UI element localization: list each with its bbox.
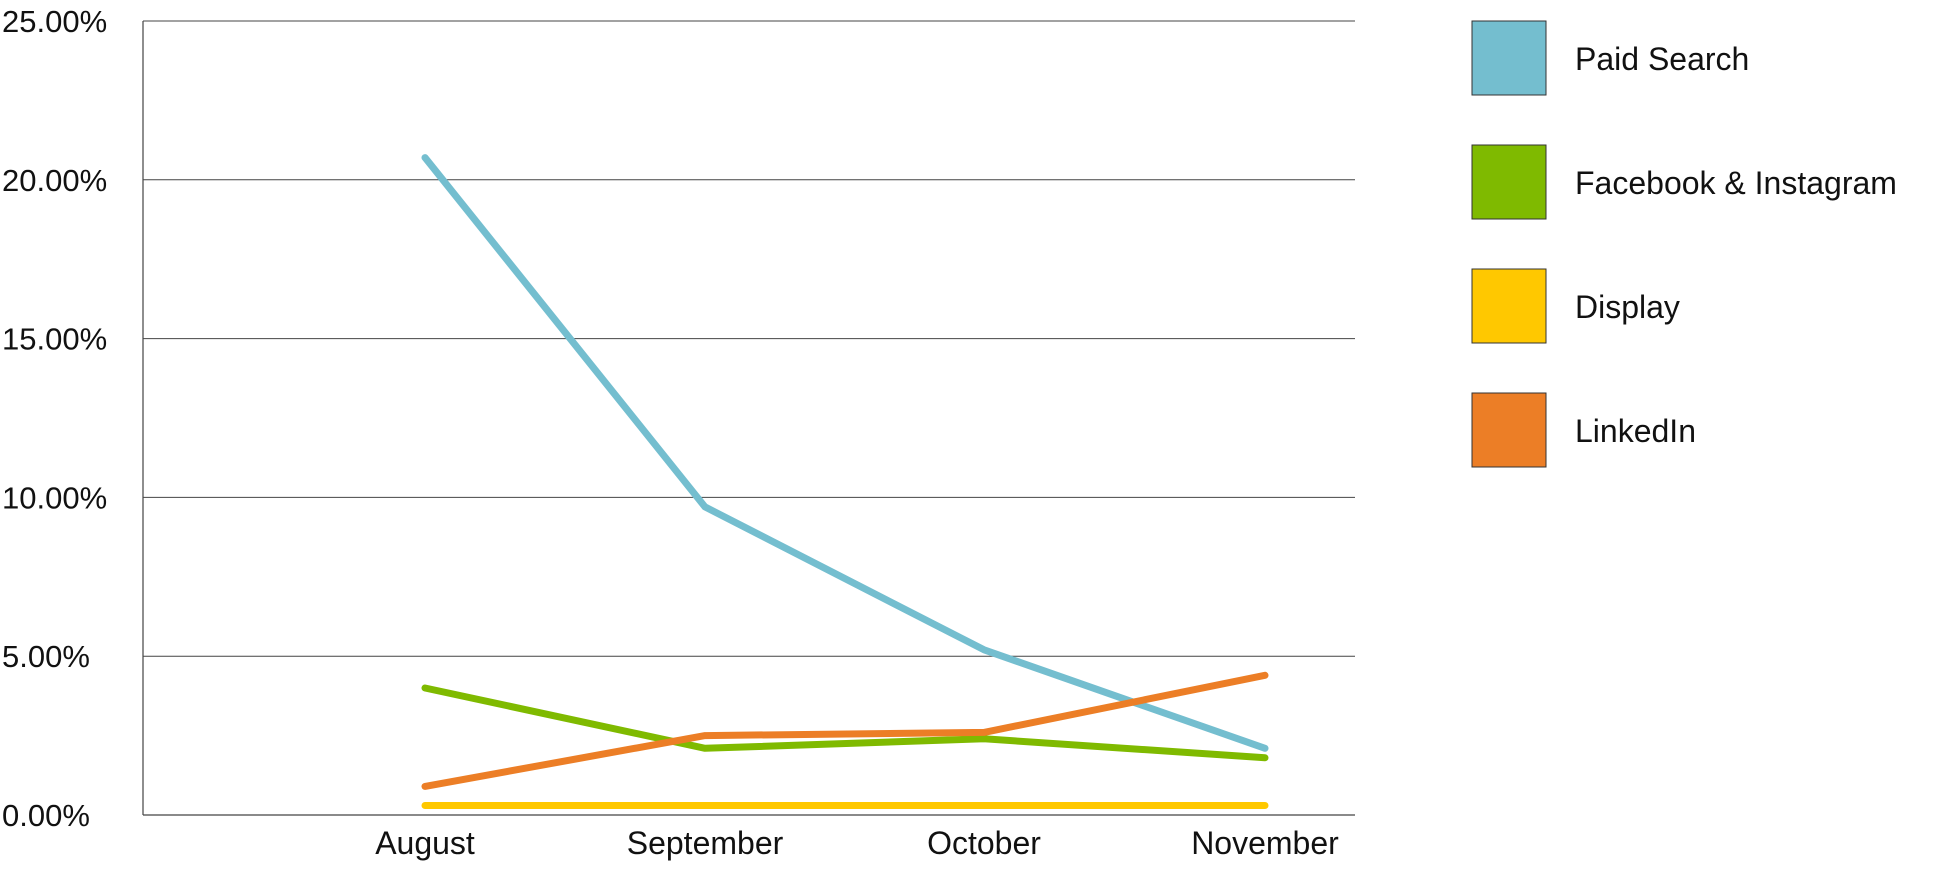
y-tick-label: 20.00% xyxy=(2,163,107,198)
y-axis-tick-labels: 0.00% 5.00% 10.00% 15.00% 20.00% 25.00% xyxy=(2,4,107,833)
series-lines xyxy=(421,154,1269,809)
series-line-facebook-instagram xyxy=(421,684,1269,762)
series-line-paid-search xyxy=(421,154,1269,752)
x-axis-tick-labels: August September October November xyxy=(375,825,1339,861)
y-tick-label: 15.00% xyxy=(2,322,107,357)
y-tick-label: 5.00% xyxy=(2,639,90,674)
legend-item: Facebook & Instagram xyxy=(1471,144,1897,220)
y-tick-label: 10.00% xyxy=(2,480,107,515)
legend-label: Facebook & Instagram xyxy=(1575,165,1897,201)
y-tick-label: 25.00% xyxy=(2,4,107,39)
y-tick-label: 0.00% xyxy=(2,798,90,833)
legend-swatch xyxy=(1471,144,1547,220)
legend-item: Paid Search xyxy=(1471,20,1749,96)
legend-swatch xyxy=(1471,268,1547,344)
legend-item: Display xyxy=(1471,268,1680,344)
series-line-linkedin xyxy=(421,671,1269,790)
legend-item: LinkedIn xyxy=(1471,392,1696,468)
gridlines xyxy=(143,20,1355,657)
legend-label: LinkedIn xyxy=(1575,413,1696,449)
legend-label: Display xyxy=(1575,289,1680,325)
x-tick-label: August xyxy=(375,825,475,861)
x-tick-label: September xyxy=(627,825,784,861)
x-tick-label: November xyxy=(1191,825,1339,861)
axes xyxy=(142,21,1355,816)
legend-swatch xyxy=(1471,392,1547,468)
legend: Paid Search Facebook & Instagram Display Li… xyxy=(1471,20,1897,468)
x-tick-label: October xyxy=(927,825,1041,861)
legend-label: Paid Search xyxy=(1575,41,1749,77)
legend-swatch xyxy=(1471,20,1547,96)
